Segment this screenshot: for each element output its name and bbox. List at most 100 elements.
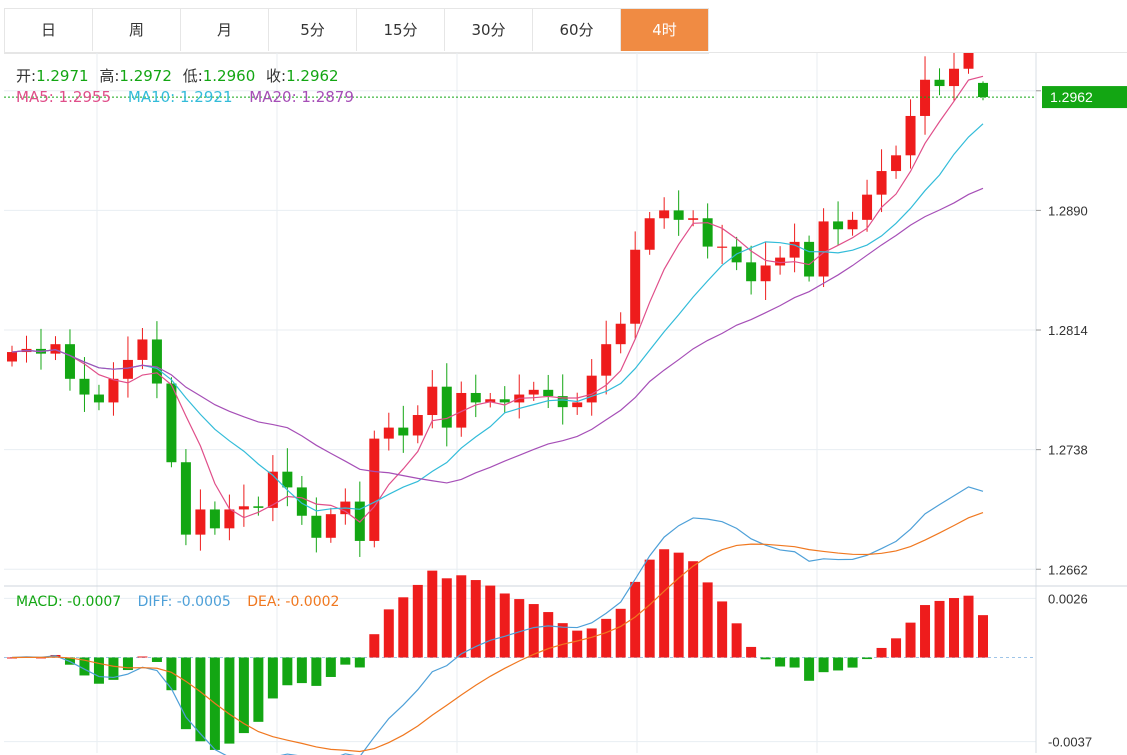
- macd-histogram-bar: [601, 618, 612, 658]
- macd-histogram-bar: [485, 585, 496, 658]
- price-tick-label: 1.2662: [1048, 562, 1088, 577]
- candle-body: [891, 155, 902, 172]
- tab-6[interactable]: 60分: [533, 9, 621, 51]
- candle-body: [572, 402, 583, 408]
- tab-5[interactable]: 30分: [445, 9, 533, 51]
- macd-histogram-bar: [543, 612, 554, 658]
- candle-body: [412, 415, 423, 436]
- candle-body: [93, 394, 104, 403]
- macd-tick-label: -0.0037: [1048, 735, 1092, 750]
- candle-body: [905, 115, 916, 156]
- macd-histogram-bar: [891, 638, 902, 658]
- price-tick-label: 1.2814: [1048, 323, 1088, 338]
- macd-histogram-bar: [470, 580, 481, 658]
- macd-histogram-bar: [731, 623, 742, 658]
- macd-histogram-bar: [673, 552, 684, 658]
- candle-body: [934, 79, 945, 87]
- macd-histogram-bar: [514, 599, 525, 658]
- candle-body: [296, 487, 307, 516]
- candle-body: [325, 514, 336, 538]
- candle-body: [688, 218, 699, 220]
- macd-histogram-bar: [920, 605, 931, 658]
- candle-body: [789, 241, 800, 258]
- tab-0[interactable]: 日: [5, 9, 93, 51]
- macd-histogram-bar: [311, 657, 322, 686]
- candle-body: [383, 427, 394, 439]
- candle-body: [282, 471, 293, 488]
- macd-histogram-bar: [818, 657, 829, 673]
- macd-histogram-bar: [122, 657, 133, 671]
- candle-body: [586, 375, 597, 403]
- candle-body: [441, 386, 452, 428]
- high-value: 1.2972: [119, 67, 172, 85]
- macd-histogram-bar: [369, 634, 380, 658]
- chart-frame: 1.29661.28901.28141.27381.26620.0026-0.0…: [4, 52, 1127, 755]
- ma5-line: [11, 75, 984, 523]
- macd-value: -0.0007: [67, 594, 122, 610]
- candle-body: [398, 427, 409, 436]
- ma20-line: [11, 187, 984, 484]
- macd-histogram-bar: [557, 623, 568, 658]
- candle-body: [760, 265, 771, 282]
- candle-body: [427, 386, 438, 416]
- macd-histogram-bar: [789, 657, 800, 668]
- candle-body: [122, 359, 133, 379]
- diff-value: -0.0005: [176, 594, 231, 610]
- low-label: 低:: [182, 67, 203, 85]
- candlestick-chart: 1.29661.28901.28141.27381.26620.0026-0.0…: [4, 53, 1127, 755]
- macd-histogram-bar: [253, 657, 264, 722]
- candle-body: [485, 399, 496, 403]
- tab-1[interactable]: 周: [93, 9, 181, 51]
- candle-body: [717, 246, 728, 248]
- candle-body: [876, 171, 887, 195]
- macd-histogram-bar: [224, 657, 235, 744]
- candle-body: [833, 221, 844, 230]
- macd-histogram-bar: [688, 561, 699, 658]
- candle-body: [79, 378, 90, 395]
- timeframe-tabs: 日周月 5分 15分 30分 60分 4时: [4, 8, 709, 54]
- diff-label: DIFF:: [137, 594, 173, 610]
- tab-3[interactable]: 5分: [269, 9, 357, 51]
- macd-histogram-bar: [644, 559, 655, 658]
- candle-body: [50, 344, 61, 354]
- tab-4[interactable]: 15分: [357, 9, 445, 51]
- macd-histogram-bar: [238, 657, 249, 734]
- macd-histogram-bar: [630, 581, 641, 658]
- macd-histogram-bar: [702, 582, 713, 658]
- macd-histogram-bar: [659, 549, 670, 658]
- candle-body: [499, 399, 510, 403]
- macd-histogram-bar: [137, 656, 148, 658]
- macd-legend: MACD: -0.0007 DIFF: -0.0005 DEA: -0.0002: [16, 594, 339, 610]
- candle-body: [137, 339, 148, 360]
- candle-body: [920, 79, 931, 116]
- dea-label: DEA:: [247, 594, 281, 610]
- low-value: 1.2960: [202, 67, 256, 85]
- macd-histogram-bar: [296, 657, 307, 684]
- candle-body: [166, 383, 177, 463]
- candle-body: [7, 352, 17, 362]
- ohlc-legend: 开:1.2971 高:1.2972 低:1.2960 收:1.2962: [16, 65, 339, 86]
- macd-histogram-bar: [354, 657, 365, 668]
- macd-histogram-bar: [7, 657, 17, 659]
- macd-label: MACD:: [16, 594, 63, 610]
- candle-body: [949, 68, 960, 87]
- candle-body: [746, 262, 757, 282]
- macd-histogram-bar: [876, 647, 887, 658]
- price-tick-label: 1.2738: [1048, 443, 1088, 458]
- candle-body: [209, 509, 220, 529]
- tab-7[interactable]: 4时: [621, 9, 709, 51]
- dea-value: -0.0002: [285, 594, 340, 610]
- macd-histogram-bar: [905, 622, 916, 658]
- candle-body: [862, 194, 873, 220]
- macd-histogram-bar: [949, 598, 960, 658]
- macd-histogram-bar: [934, 600, 945, 658]
- ma10-label: MA10:: [127, 88, 176, 106]
- candle-body: [601, 344, 612, 376]
- candle-body: [847, 219, 858, 230]
- macd-histogram-bar: [79, 657, 90, 676]
- ma20-value: 1.2879: [301, 88, 354, 106]
- close-value: 1.2962: [286, 67, 339, 85]
- tab-2[interactable]: 月: [181, 9, 269, 51]
- candle-body: [238, 506, 249, 510]
- macd-histogram-bar: [862, 657, 873, 660]
